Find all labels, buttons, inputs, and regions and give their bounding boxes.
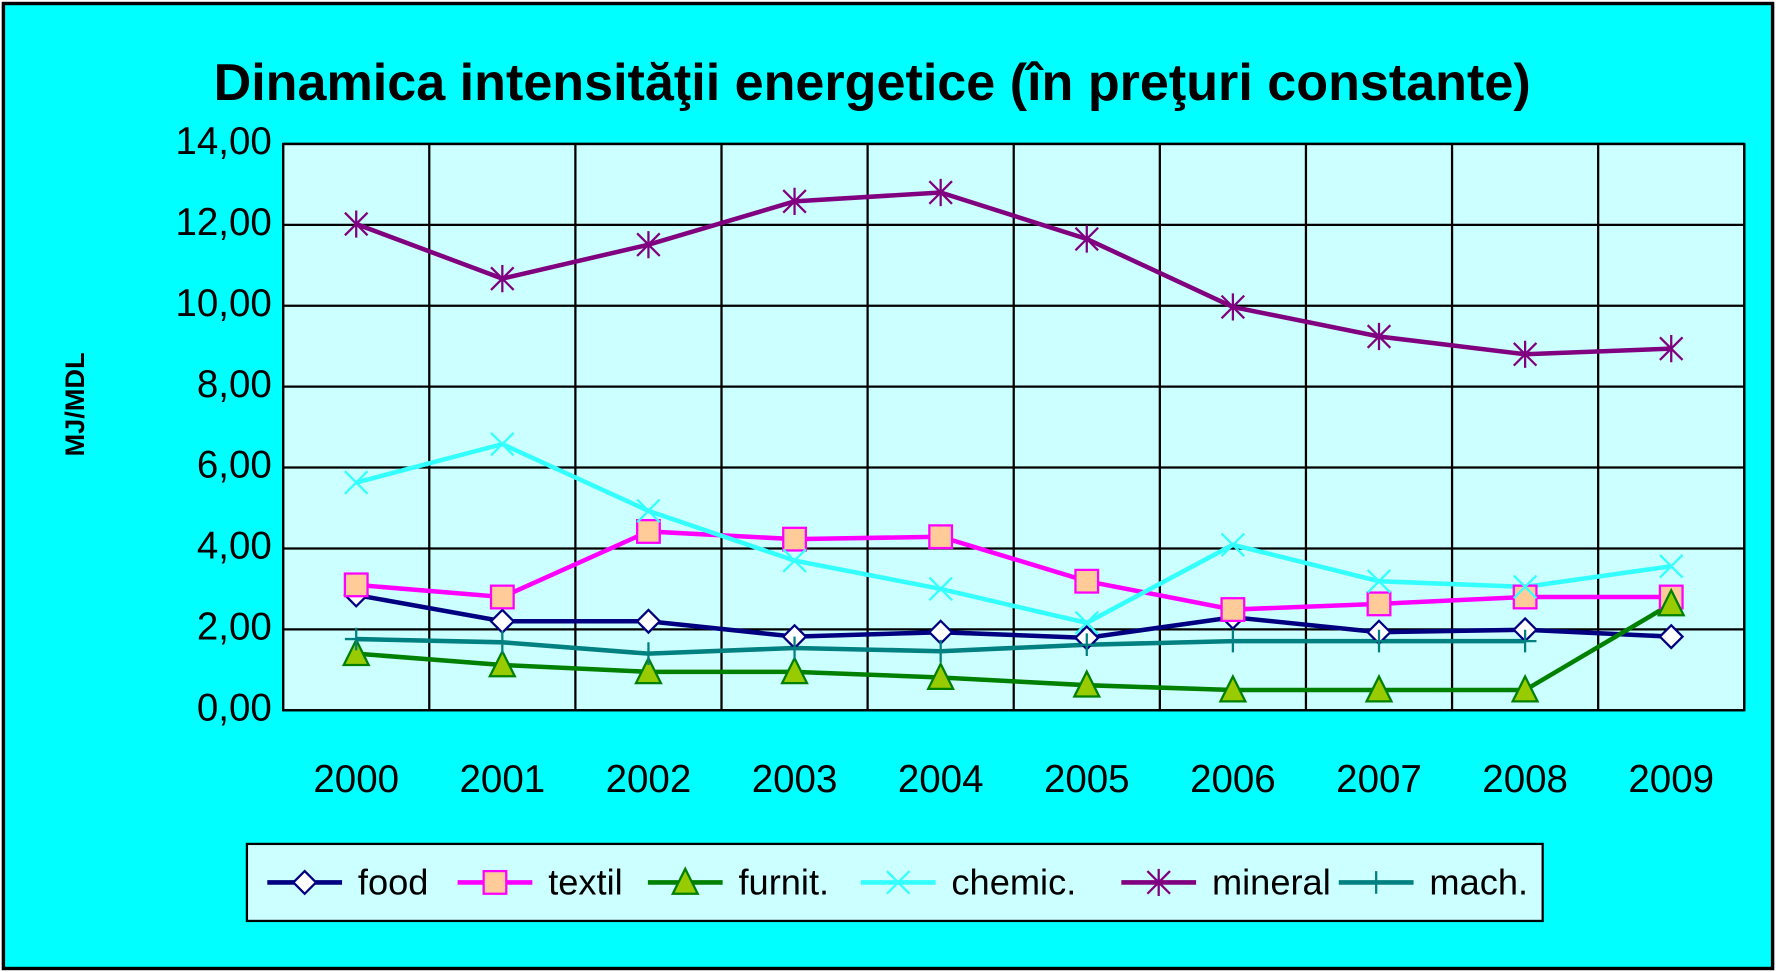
x-tick-label: 2003 [752, 758, 838, 801]
marker [1659, 554, 1684, 579]
marker [1656, 587, 1686, 617]
x-tick-label: 2009 [1628, 758, 1714, 801]
marker [635, 608, 662, 635]
marker [1510, 673, 1540, 703]
legend-marker [1364, 871, 1388, 894]
y-axis-label: MJ/MDL [59, 352, 90, 456]
legend-marker [291, 869, 318, 896]
x-tick-label: 2006 [1190, 758, 1276, 801]
marker [1074, 610, 1099, 636]
marker [1512, 584, 1538, 610]
marker [1072, 669, 1102, 698]
marker [636, 231, 661, 259]
marker [1366, 591, 1392, 617]
y-tick-label: 12,00 [175, 201, 271, 244]
y-tick-label: 4,00 [197, 525, 272, 568]
plot-border [282, 142, 1746, 712]
marker [928, 524, 954, 550]
series-line [355, 190, 1672, 357]
marker [637, 642, 660, 665]
marker [1075, 633, 1099, 657]
marker [490, 265, 515, 293]
marker [343, 572, 369, 598]
marker [1659, 335, 1684, 363]
marker [344, 470, 369, 495]
chart-title: Dinamica intensităţii energetice (în pre… [214, 54, 1531, 112]
legend-label: furnit. [738, 861, 829, 902]
marker [341, 637, 371, 667]
y-tick-label: 14,00 [175, 120, 271, 163]
marker [490, 431, 515, 457]
marker [926, 661, 955, 690]
marker [928, 178, 953, 207]
series-line [356, 601, 1673, 693]
legend-marker [886, 870, 911, 895]
marker [1220, 532, 1246, 557]
marker [489, 584, 515, 610]
marker [1366, 322, 1392, 351]
legend-label: food [358, 861, 429, 902]
legend-marker [482, 869, 508, 895]
marker [1512, 340, 1538, 368]
legend-label: mach. [1429, 861, 1528, 902]
marker [782, 187, 807, 215]
marker [1074, 568, 1100, 594]
series-line [355, 592, 1672, 641]
marker [1658, 623, 1685, 650]
y-tick-label: 6,00 [197, 444, 272, 487]
marker [1221, 629, 1245, 653]
marker [782, 548, 807, 573]
marker [491, 630, 514, 654]
legend-label: chemic. [951, 861, 1076, 902]
marker [344, 627, 368, 651]
legend-marker [670, 866, 700, 895]
marker [782, 526, 808, 552]
x-tick-label: 2005 [1044, 758, 1130, 801]
series-line [355, 441, 1672, 626]
x-tick-label: 2004 [898, 758, 984, 801]
y-tick-label: 0,00 [197, 686, 272, 729]
marker [1074, 225, 1099, 253]
y-tick-label: 10,00 [175, 282, 271, 325]
marker [1364, 673, 1394, 703]
marker [635, 519, 661, 544]
marker [1513, 629, 1537, 653]
marker [780, 655, 809, 685]
marker [783, 636, 806, 660]
x-tick-label: 2007 [1336, 758, 1422, 801]
x-tick-label: 2000 [313, 758, 399, 801]
marker [1367, 629, 1391, 653]
x-tick-label: 2008 [1482, 758, 1568, 801]
marker [1220, 597, 1246, 622]
y-tick-label: 8,00 [197, 363, 272, 406]
marker [1512, 574, 1538, 600]
marker [488, 648, 517, 678]
marker [929, 639, 952, 663]
marker [1366, 569, 1392, 594]
y-tick-label: 2,00 [197, 606, 272, 649]
marker [1218, 673, 1248, 703]
legend-marker [1146, 868, 1171, 897]
x-tick-label: 2001 [460, 758, 546, 801]
marker [928, 576, 953, 602]
legend-label: mineral [1212, 861, 1331, 902]
marker [344, 210, 369, 238]
marker [634, 655, 663, 685]
marker [1220, 293, 1246, 321]
legend-label: textil [548, 861, 623, 902]
x-tick-label: 2002 [606, 758, 692, 801]
marker [636, 498, 661, 523]
series-line [356, 529, 1672, 612]
